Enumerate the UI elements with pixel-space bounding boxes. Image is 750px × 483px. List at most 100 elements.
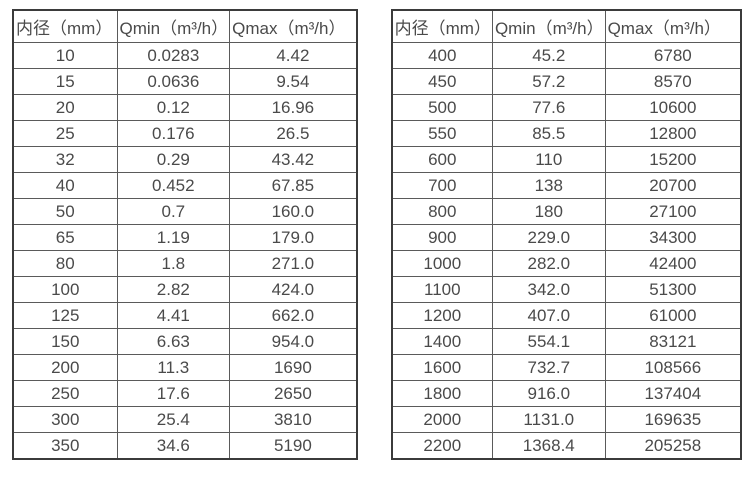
qmin-cell: 2.82 [116, 276, 231, 303]
qmin-cell: 342.0 [491, 276, 606, 303]
qmin-cell: 0.452 [116, 172, 231, 199]
diameter-cell: 40 [12, 172, 118, 199]
qmin-cell: 732.7 [491, 354, 606, 381]
table-row: 40 0.452 67.85 [12, 172, 358, 199]
table-row: 20 0.12 16.96 [12, 94, 358, 121]
qmax-cell: 51300 [604, 276, 742, 303]
diameter-cell: 125 [12, 302, 118, 329]
qmax-column-header: Qmax（m³/h） [604, 9, 742, 43]
diameter-cell: 32 [12, 146, 118, 173]
diameter-cell: 500 [391, 94, 493, 121]
diameter-cell: 550 [391, 120, 493, 147]
table-row: 600 110 15200 [391, 146, 742, 173]
table-row: 800 180 27100 [391, 198, 742, 225]
table-row: 100 2.82 424.0 [12, 276, 358, 303]
qmax-cell: 27100 [604, 198, 742, 225]
qmax-cell: 205258 [604, 432, 742, 460]
qmin-cell: 0.12 [116, 94, 231, 121]
qmax-cell: 83121 [604, 328, 742, 355]
qmin-cell: 0.0283 [116, 42, 231, 69]
qmax-cell: 662.0 [229, 302, 358, 329]
table-row: 1600 732.7 108566 [391, 354, 742, 381]
qmax-cell: 954.0 [229, 328, 358, 355]
qmin-cell: 1131.0 [491, 406, 606, 433]
qmin-cell: 77.6 [491, 94, 606, 121]
qmin-cell: 229.0 [491, 224, 606, 251]
qmin-cell: 57.2 [491, 68, 606, 95]
table-row: 32 0.29 43.42 [12, 146, 358, 173]
qmax-cell: 137404 [604, 380, 742, 407]
qmin-cell: 1.19 [116, 224, 231, 251]
diameter-cell: 400 [391, 42, 493, 69]
qmin-cell: 180 [491, 198, 606, 225]
qmax-cell: 9.54 [229, 68, 358, 95]
diameter-cell: 15 [12, 68, 118, 95]
qmax-cell: 2650 [229, 380, 358, 407]
qmax-cell: 5190 [229, 432, 358, 460]
qmin-column-header: Qmin（m³/h） [116, 9, 231, 43]
table-row: 550 85.5 12800 [391, 120, 742, 147]
diameter-cell: 1000 [391, 250, 493, 277]
table-row: 125 4.41 662.0 [12, 302, 358, 329]
qmax-cell: 8570 [604, 68, 742, 95]
diameter-cell: 20 [12, 94, 118, 121]
table-row: 700 138 20700 [391, 172, 742, 199]
qmax-cell: 43.42 [229, 146, 358, 173]
table-row: 1100 342.0 51300 [391, 276, 742, 303]
qmax-column-header: Qmax（m³/h） [229, 9, 358, 43]
diameter-column-header: 内径（mm） [391, 9, 493, 43]
qmax-cell: 10600 [604, 94, 742, 121]
diameter-cell: 450 [391, 68, 493, 95]
diameter-cell: 900 [391, 224, 493, 251]
qmin-cell: 0.29 [116, 146, 231, 173]
diameter-cell: 1800 [391, 380, 493, 407]
qmax-cell: 4.42 [229, 42, 358, 69]
diameter-cell: 65 [12, 224, 118, 251]
table-row: 350 34.6 5190 [12, 432, 358, 460]
qmax-cell: 169635 [604, 406, 742, 433]
diameter-cell: 2000 [391, 406, 493, 433]
qmax-cell: 12800 [604, 120, 742, 147]
qmax-cell: 424.0 [229, 276, 358, 303]
table-row: 15 0.0636 9.54 [12, 68, 358, 95]
qmin-cell: 0.176 [116, 120, 231, 147]
table-row: 1200 407.0 61000 [391, 302, 742, 329]
diameter-cell: 1200 [391, 302, 493, 329]
qmin-cell: 34.6 [116, 432, 231, 460]
qmax-cell: 42400 [604, 250, 742, 277]
table-row: 50 0.7 160.0 [12, 198, 358, 225]
diameter-cell: 250 [12, 380, 118, 407]
diameter-cell: 1100 [391, 276, 493, 303]
diameter-cell: 150 [12, 328, 118, 355]
spec-table-small-diameters: 内径（mm） Qmin（m³/h） Qmax（m³/h） 10 0.0283 4.42 1… [12, 9, 358, 460]
qmax-cell: 20700 [604, 172, 742, 199]
qmax-cell: 3810 [229, 406, 358, 433]
table-row: 300 25.4 3810 [12, 406, 358, 433]
qmin-cell: 1368.4 [491, 432, 606, 460]
qmin-cell: 4.41 [116, 302, 231, 329]
qmax-cell: 16.96 [229, 94, 358, 121]
table-row: 2000 1131.0 169635 [391, 406, 742, 433]
diameter-cell: 100 [12, 276, 118, 303]
qmax-cell: 67.85 [229, 172, 358, 199]
qmax-cell: 179.0 [229, 224, 358, 251]
diameter-cell: 50 [12, 198, 118, 225]
qmin-cell: 45.2 [491, 42, 606, 69]
table-row: 1800 916.0 137404 [391, 380, 742, 407]
qmin-column-header: Qmin（m³/h） [491, 9, 606, 43]
qmin-cell: 407.0 [491, 302, 606, 329]
qmin-cell: 11.3 [116, 354, 231, 381]
table-row: 400 45.2 6780 [391, 42, 742, 69]
table-row: 25 0.176 26.5 [12, 120, 358, 147]
table-row: 1000 282.0 42400 [391, 250, 742, 277]
table-row: 900 229.0 34300 [391, 224, 742, 251]
tables-wrap: 内径（mm） Qmin（m³/h） Qmax（m³/h） 10 0.0283 4.42 1… [12, 9, 750, 460]
qmax-cell: 61000 [604, 302, 742, 329]
qmax-cell: 6780 [604, 42, 742, 69]
qmin-cell: 6.63 [116, 328, 231, 355]
qmin-cell: 17.6 [116, 380, 231, 407]
table-row: 10 0.0283 4.42 [12, 42, 358, 69]
diameter-cell: 700 [391, 172, 493, 199]
diameter-cell: 1600 [391, 354, 493, 381]
table-header-row: 内径（mm） Qmin（m³/h） Qmax（m³/h） [12, 9, 358, 43]
